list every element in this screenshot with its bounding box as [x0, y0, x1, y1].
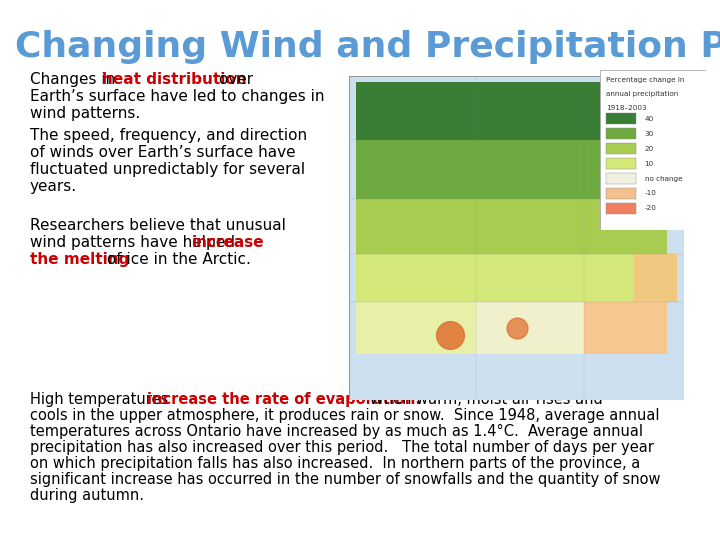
Text: fluctuated unpredictably for several: fluctuated unpredictably for several — [30, 162, 305, 177]
Text: Changing Wind and Precipitation Patterns: Changing Wind and Precipitation Patterns — [15, 30, 720, 64]
Text: Percentage change in: Percentage change in — [606, 77, 685, 83]
Text: increase: increase — [192, 235, 265, 250]
Text: Earth’s surface have led to changes in: Earth’s surface have led to changes in — [30, 89, 325, 104]
Bar — [606, 113, 636, 124]
Polygon shape — [583, 302, 667, 354]
Text: the melting: the melting — [30, 252, 130, 267]
Polygon shape — [356, 140, 678, 199]
Text: precipitation has also increased over this period.   The total number of days pe: precipitation has also increased over th… — [30, 440, 654, 455]
Text: Researchers believe that unusual: Researchers believe that unusual — [30, 218, 286, 233]
Polygon shape — [477, 302, 583, 354]
Text: 20: 20 — [644, 146, 654, 152]
Text: When warm, moist air rises and: When warm, moist air rises and — [360, 392, 603, 407]
Text: cools in the upper atmosphere, it produces rain or snow.  Since 1948, average an: cools in the upper atmosphere, it produc… — [30, 408, 660, 423]
Text: 40: 40 — [644, 116, 654, 122]
Polygon shape — [356, 254, 644, 302]
Text: of ice in the Arctic.: of ice in the Arctic. — [102, 252, 251, 267]
Text: over: over — [214, 72, 253, 87]
Bar — [606, 128, 636, 139]
Text: wind patterns.: wind patterns. — [30, 106, 140, 121]
Text: on which precipitation falls has also increased.  In northern parts of the provi: on which precipitation falls has also in… — [30, 456, 640, 471]
Text: -20: -20 — [644, 206, 657, 212]
Text: High temperatures: High temperatures — [30, 392, 173, 407]
Text: 1918–2003: 1918–2003 — [606, 105, 647, 111]
Text: -10: -10 — [644, 191, 657, 197]
Text: annual precipitation: annual precipitation — [606, 91, 678, 97]
Text: increase the rate of evaporation.: increase the rate of evaporation. — [147, 392, 421, 407]
Text: Changes in: Changes in — [30, 72, 120, 87]
Text: no change: no change — [644, 176, 682, 181]
Text: heat distribution: heat distribution — [102, 72, 247, 87]
Polygon shape — [634, 254, 678, 302]
Text: years.: years. — [30, 179, 77, 194]
Bar — [606, 143, 636, 154]
Polygon shape — [356, 199, 667, 254]
Polygon shape — [356, 82, 678, 140]
Text: temperatures across Ontario have increased by as much as 1.4°C.  Average annual: temperatures across Ontario have increas… — [30, 424, 643, 439]
Text: significant increase has occurred in the number of snowfalls and the quantity of: significant increase has occurred in the… — [30, 472, 660, 487]
Text: wind patterns have helped: wind patterns have helped — [30, 235, 240, 250]
Bar — [606, 158, 636, 169]
Text: 10: 10 — [644, 160, 654, 166]
Text: during autumn.: during autumn. — [30, 488, 144, 503]
Bar — [606, 202, 636, 214]
Bar — [606, 188, 636, 199]
Polygon shape — [356, 302, 477, 354]
Text: of winds over Earth’s surface have: of winds over Earth’s surface have — [30, 145, 296, 160]
Bar — [606, 173, 636, 184]
Text: The speed, frequency, and direction: The speed, frequency, and direction — [30, 128, 307, 143]
Text: 30: 30 — [644, 131, 654, 137]
